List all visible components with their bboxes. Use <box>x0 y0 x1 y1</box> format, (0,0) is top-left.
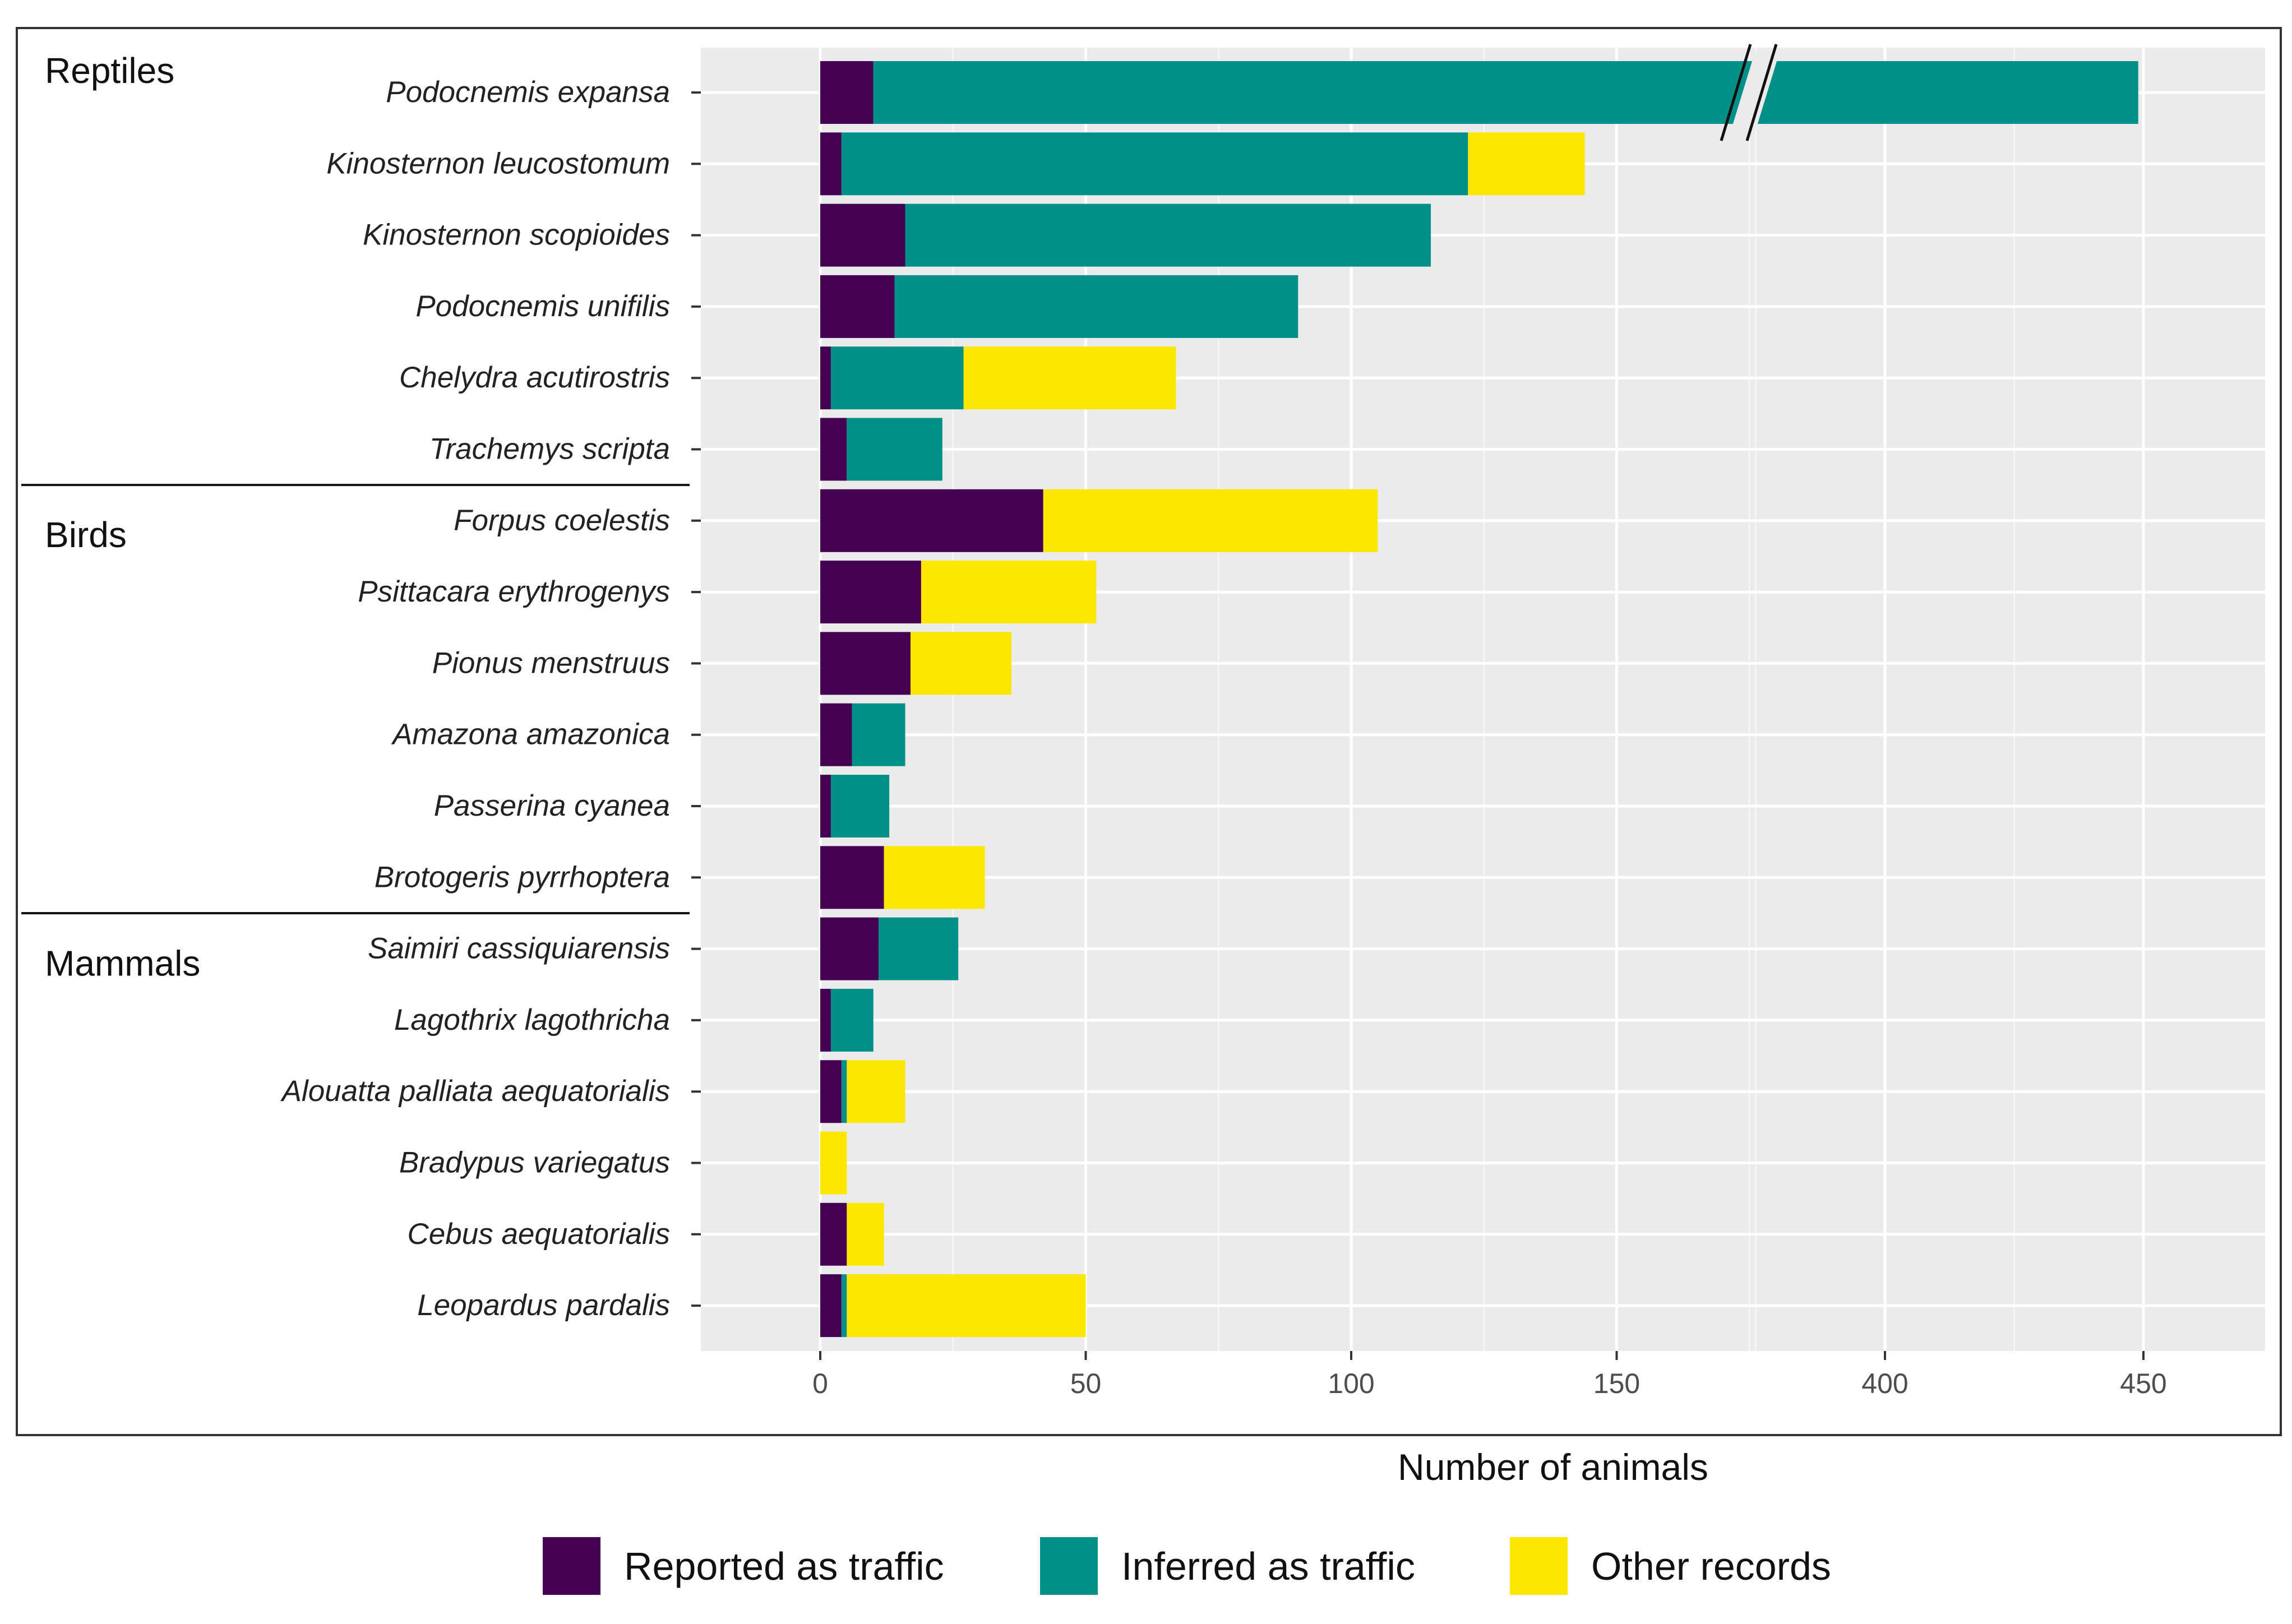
bar-inferred-passerina-cyanea <box>830 775 890 838</box>
legend: Reported as traffic Inferred as traffic Ot… <box>543 1537 1831 1595</box>
bar-inferred-podocnemis-expansa <box>873 61 2138 124</box>
species-label-leopardus-pardalis: Leopardus pardalis <box>417 1289 670 1322</box>
bar-reported-kinosternon-scopioides <box>820 203 905 267</box>
group-label-mammals: Mammals <box>45 943 200 984</box>
bars <box>820 61 2138 1338</box>
species-label-saimiri-cassiquiarensis: Saimiri cassiquiarensis <box>368 932 670 965</box>
break-slash <box>1720 44 1752 141</box>
bar-reported-passerina-cyanea <box>820 775 831 838</box>
group-label-birds: Birds <box>45 515 127 555</box>
bar-other-bradypus-variegatus <box>820 1131 847 1195</box>
bar-reported-saimiri-cassiquiarensis <box>820 917 879 980</box>
bar-reported-kinosternon-leucostomum <box>820 132 842 196</box>
legend-swatch-reported <box>543 1537 600 1595</box>
bar-reported-alouatta-palliata-aequatorialis <box>820 1060 842 1123</box>
bar-inferred-kinosternon-leucostomum <box>841 132 1468 196</box>
legend-label-other: Other records <box>1591 1544 1831 1588</box>
species-label-bradypus-variegatus: Bradypus variegatus <box>399 1146 670 1179</box>
bar-reported-podocnemis-expansa <box>820 61 874 124</box>
bar-reported-amazona-amazonica <box>820 703 852 766</box>
x-axis-ticks: 0 50 100 150 400 450 <box>812 1351 2167 1399</box>
species-labels: Podocnemis expansa Kinosternon leucostomu… <box>280 76 701 1322</box>
x-tick-label-450: 450 <box>2120 1368 2166 1399</box>
species-label-passerina-cyanea: Passerina cyanea <box>434 789 670 822</box>
bar-reported-lagothrix-lagothricha <box>820 988 831 1052</box>
bar-reported-trachemys-scripta <box>820 418 847 481</box>
bar-other-cebus-aequatorialis <box>847 1202 884 1266</box>
species-label-brotogeris-pyrrhoptera: Brotogeris pyrrhoptera <box>375 860 670 894</box>
x-tick-label-100: 100 <box>1328 1368 1374 1399</box>
bar-inferred-trachemys-scripta <box>847 418 942 481</box>
axis-break-marker <box>1720 44 1780 141</box>
bar-inferred-podocnemis-unifilis <box>894 275 1299 338</box>
species-label-forpus-coelestis: Forpus coelestis <box>454 504 670 537</box>
bar-inferred-leopardus-pardalis <box>841 1274 847 1338</box>
bar-other-psittacara-erythrogenys <box>921 561 1097 624</box>
group-label-reptiles: Reptiles <box>45 50 174 91</box>
break-slash <box>1745 44 1778 141</box>
bar-reported-leopardus-pardalis <box>820 1274 842 1338</box>
species-label-podocnemis-unifilis: Podocnemis unifilis <box>415 290 670 323</box>
bar-inferred-lagothrix-lagothricha <box>830 988 874 1052</box>
legend-swatch-inferred <box>1040 1537 1098 1595</box>
bar-other-forpus-coelestis <box>1043 489 1378 552</box>
species-label-psittacara-erythrogenys: Psittacara erythrogenys <box>358 575 670 608</box>
group-labels: Reptiles Birds Mammals <box>21 50 690 984</box>
bar-other-alouatta-palliata-aequatorialis <box>847 1060 905 1123</box>
bar-reported-chelydra-acutirostris <box>820 346 831 410</box>
species-label-podocnemis-expansa: Podocnemis expansa <box>386 76 670 109</box>
x-tick-label-0: 0 <box>812 1368 828 1399</box>
bar-other-brotogeris-pyrrhoptera <box>884 846 985 909</box>
x-axis-title: Number of animals <box>1398 1446 1708 1488</box>
species-label-trachemys-scripta: Trachemys scripta <box>429 433 670 466</box>
bar-inferred-saimiri-cassiquiarensis <box>879 917 959 980</box>
species-label-kinosternon-scopioides: Kinosternon scopioides <box>363 219 670 252</box>
bar-reported-pionus-menstruus <box>820 632 911 695</box>
species-label-chelydra-acutirostris: Chelydra acutirostris <box>399 361 670 394</box>
bar-inferred-kinosternon-scopioides <box>905 203 1431 267</box>
species-label-cebus-aequatorialis: Cebus aequatorialis <box>408 1218 670 1251</box>
species-label-kinosternon-leucostomum: Kinosternon leucostomum <box>326 147 670 180</box>
bar-inferred-chelydra-acutirostris <box>830 346 964 410</box>
x-tick-label-50: 50 <box>1070 1368 1102 1399</box>
bar-other-kinosternon-leucostomum <box>1468 132 1585 196</box>
legend-swatch-other <box>1510 1537 1568 1595</box>
bar-reported-forpus-coelestis <box>820 489 1043 552</box>
bar-reported-psittacara-erythrogenys <box>820 561 921 624</box>
legend-label-reported: Reported as traffic <box>624 1544 944 1588</box>
bar-reported-brotogeris-pyrrhoptera <box>820 846 884 909</box>
bar-reported-podocnemis-unifilis <box>820 275 895 338</box>
legend-label-inferred: Inferred as traffic <box>1121 1544 1415 1588</box>
bar-reported-cebus-aequatorialis <box>820 1202 847 1266</box>
species-label-lagothrix-lagothricha: Lagothrix lagothricha <box>394 1003 670 1037</box>
x-tick-label-400: 400 <box>1861 1368 1908 1399</box>
bar-other-chelydra-acutirostris <box>963 346 1176 410</box>
species-label-amazona-amazonica: Amazona amazonica <box>391 718 670 751</box>
species-label-pionus-menstruus: Pionus menstruus <box>432 646 670 679</box>
x-tick-label-150: 150 <box>1593 1368 1640 1399</box>
bar-other-leopardus-pardalis <box>847 1274 1086 1338</box>
bar-inferred-amazona-amazonica <box>852 703 905 766</box>
bar-other-pionus-menstruus <box>910 632 1011 695</box>
species-label-alouatta-palliata-aequatorialis: Alouatta palliata aequatorialis <box>280 1075 670 1108</box>
bar-inferred-alouatta-palliata-aequatorialis <box>841 1060 847 1123</box>
